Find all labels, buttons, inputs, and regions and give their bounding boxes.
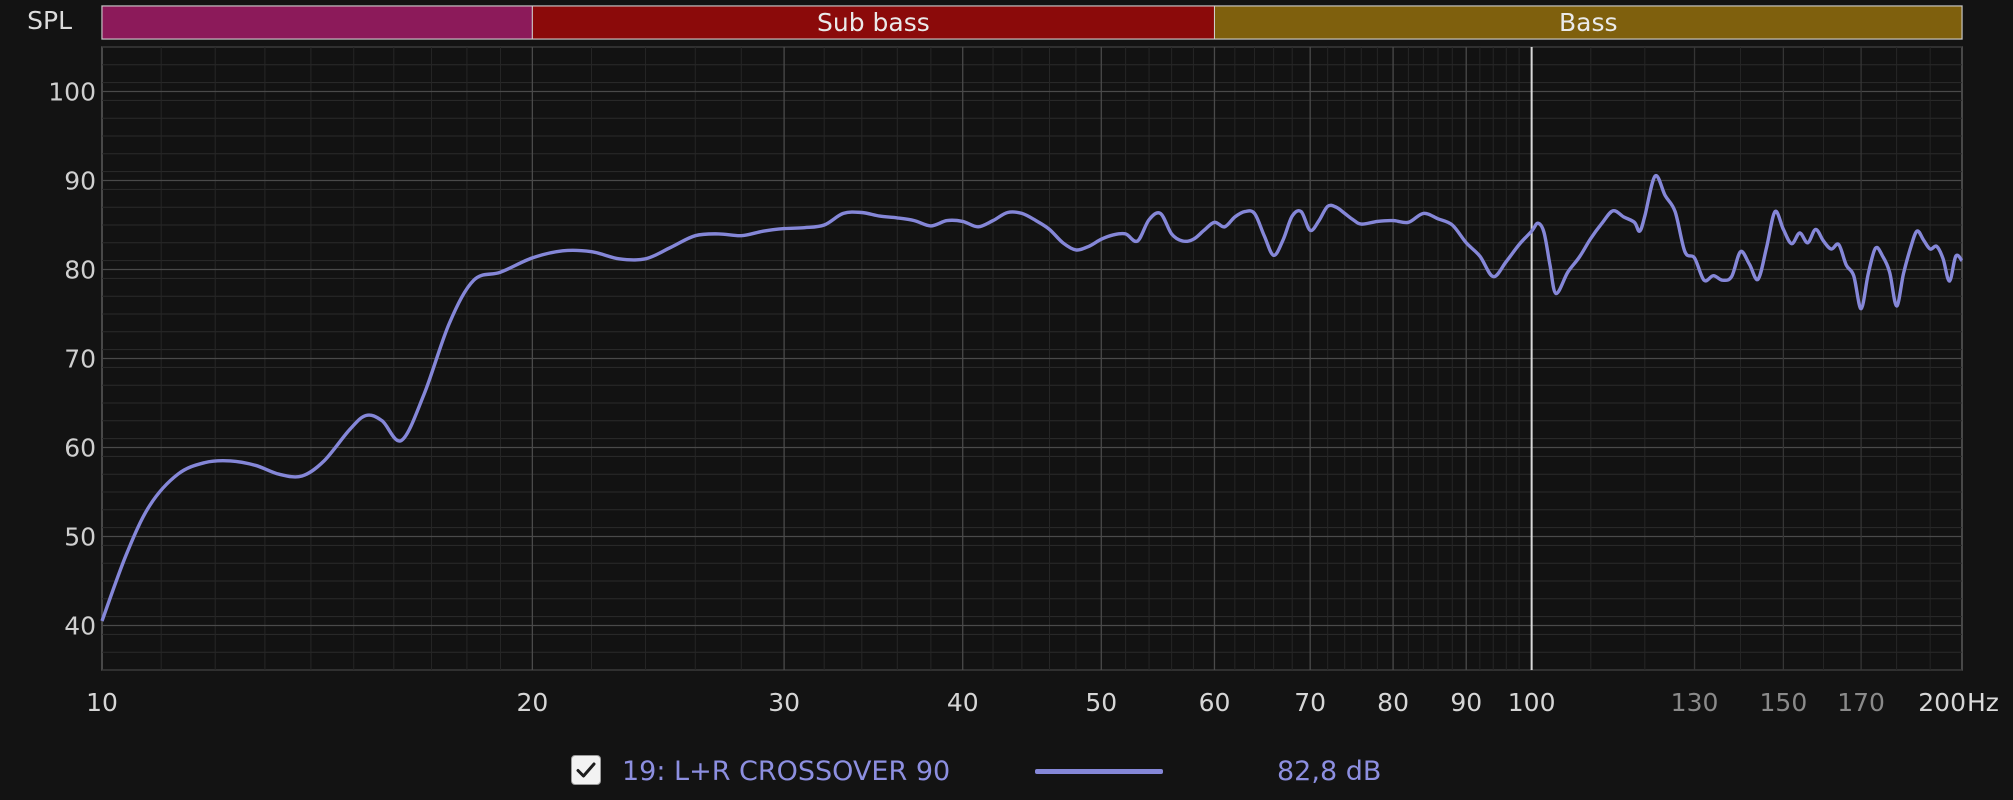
x-tick-label: 100 <box>1508 688 1556 717</box>
y-tick-label: 50 <box>64 523 96 552</box>
y-axis-unit-label: SPL <box>27 6 72 35</box>
series-level-readout: 82,8 dB <box>1277 756 1382 787</box>
x-tick-label: 90 <box>1450 688 1482 717</box>
x-axis-unit-label: Hz <box>1967 688 1999 717</box>
series-line <box>100 173 1964 622</box>
series-color-swatch <box>1035 769 1163 774</box>
x-tick-label: 70 <box>1294 688 1326 717</box>
band-segment <box>1213 5 1963 40</box>
y-tick-label: 100 <box>48 78 96 107</box>
x-axis-ticks: 10 20 30 40 50 60 70 80 90 100 130 150 170 200 <box>86 688 1966 717</box>
y-tick-label: 40 <box>64 612 96 641</box>
x-tick-label: 40 <box>947 688 979 717</box>
band-segment <box>101 5 533 40</box>
series-name-label[interactable]: 19: L+R CROSSOVER 90 <box>622 756 951 787</box>
x-tick-label: 130 <box>1671 688 1719 717</box>
frequency-response-chart: Sub bass Bass SPL 40 50 60 70 80 90 100 10 20 30 4… <box>27 5 1999 717</box>
x-tick-label: 10 <box>86 688 118 717</box>
x-tick-label: 150 <box>1760 688 1808 717</box>
x-tick-label: 20 <box>516 688 548 717</box>
band-label: Bass <box>1559 8 1618 37</box>
series-visibility-checkbox[interactable] <box>571 755 601 785</box>
x-tick-label: 30 <box>768 688 800 717</box>
y-tick-label: 60 <box>64 434 96 463</box>
x-tick-label: 50 <box>1085 688 1117 717</box>
x-tick-label: 200 <box>1918 688 1966 717</box>
y-axis-ticks: 40 50 60 70 80 90 100 <box>48 78 96 641</box>
x-tick-label: 170 <box>1837 688 1885 717</box>
y-tick-label: 70 <box>64 345 96 374</box>
x-tick-label: 80 <box>1377 688 1409 717</box>
band-segment <box>531 5 1215 40</box>
band-label: Sub bass <box>817 8 930 37</box>
checkmark-icon <box>576 762 596 778</box>
legend: 19: L+R CROSSOVER 90 82,8 dB <box>0 750 2013 792</box>
y-tick-label: 80 <box>64 256 96 285</box>
major-grid <box>102 47 1962 670</box>
band-bar: Sub bass Bass <box>101 5 1963 40</box>
y-tick-label: 90 <box>64 167 96 196</box>
x-tick-label: 60 <box>1199 688 1231 717</box>
